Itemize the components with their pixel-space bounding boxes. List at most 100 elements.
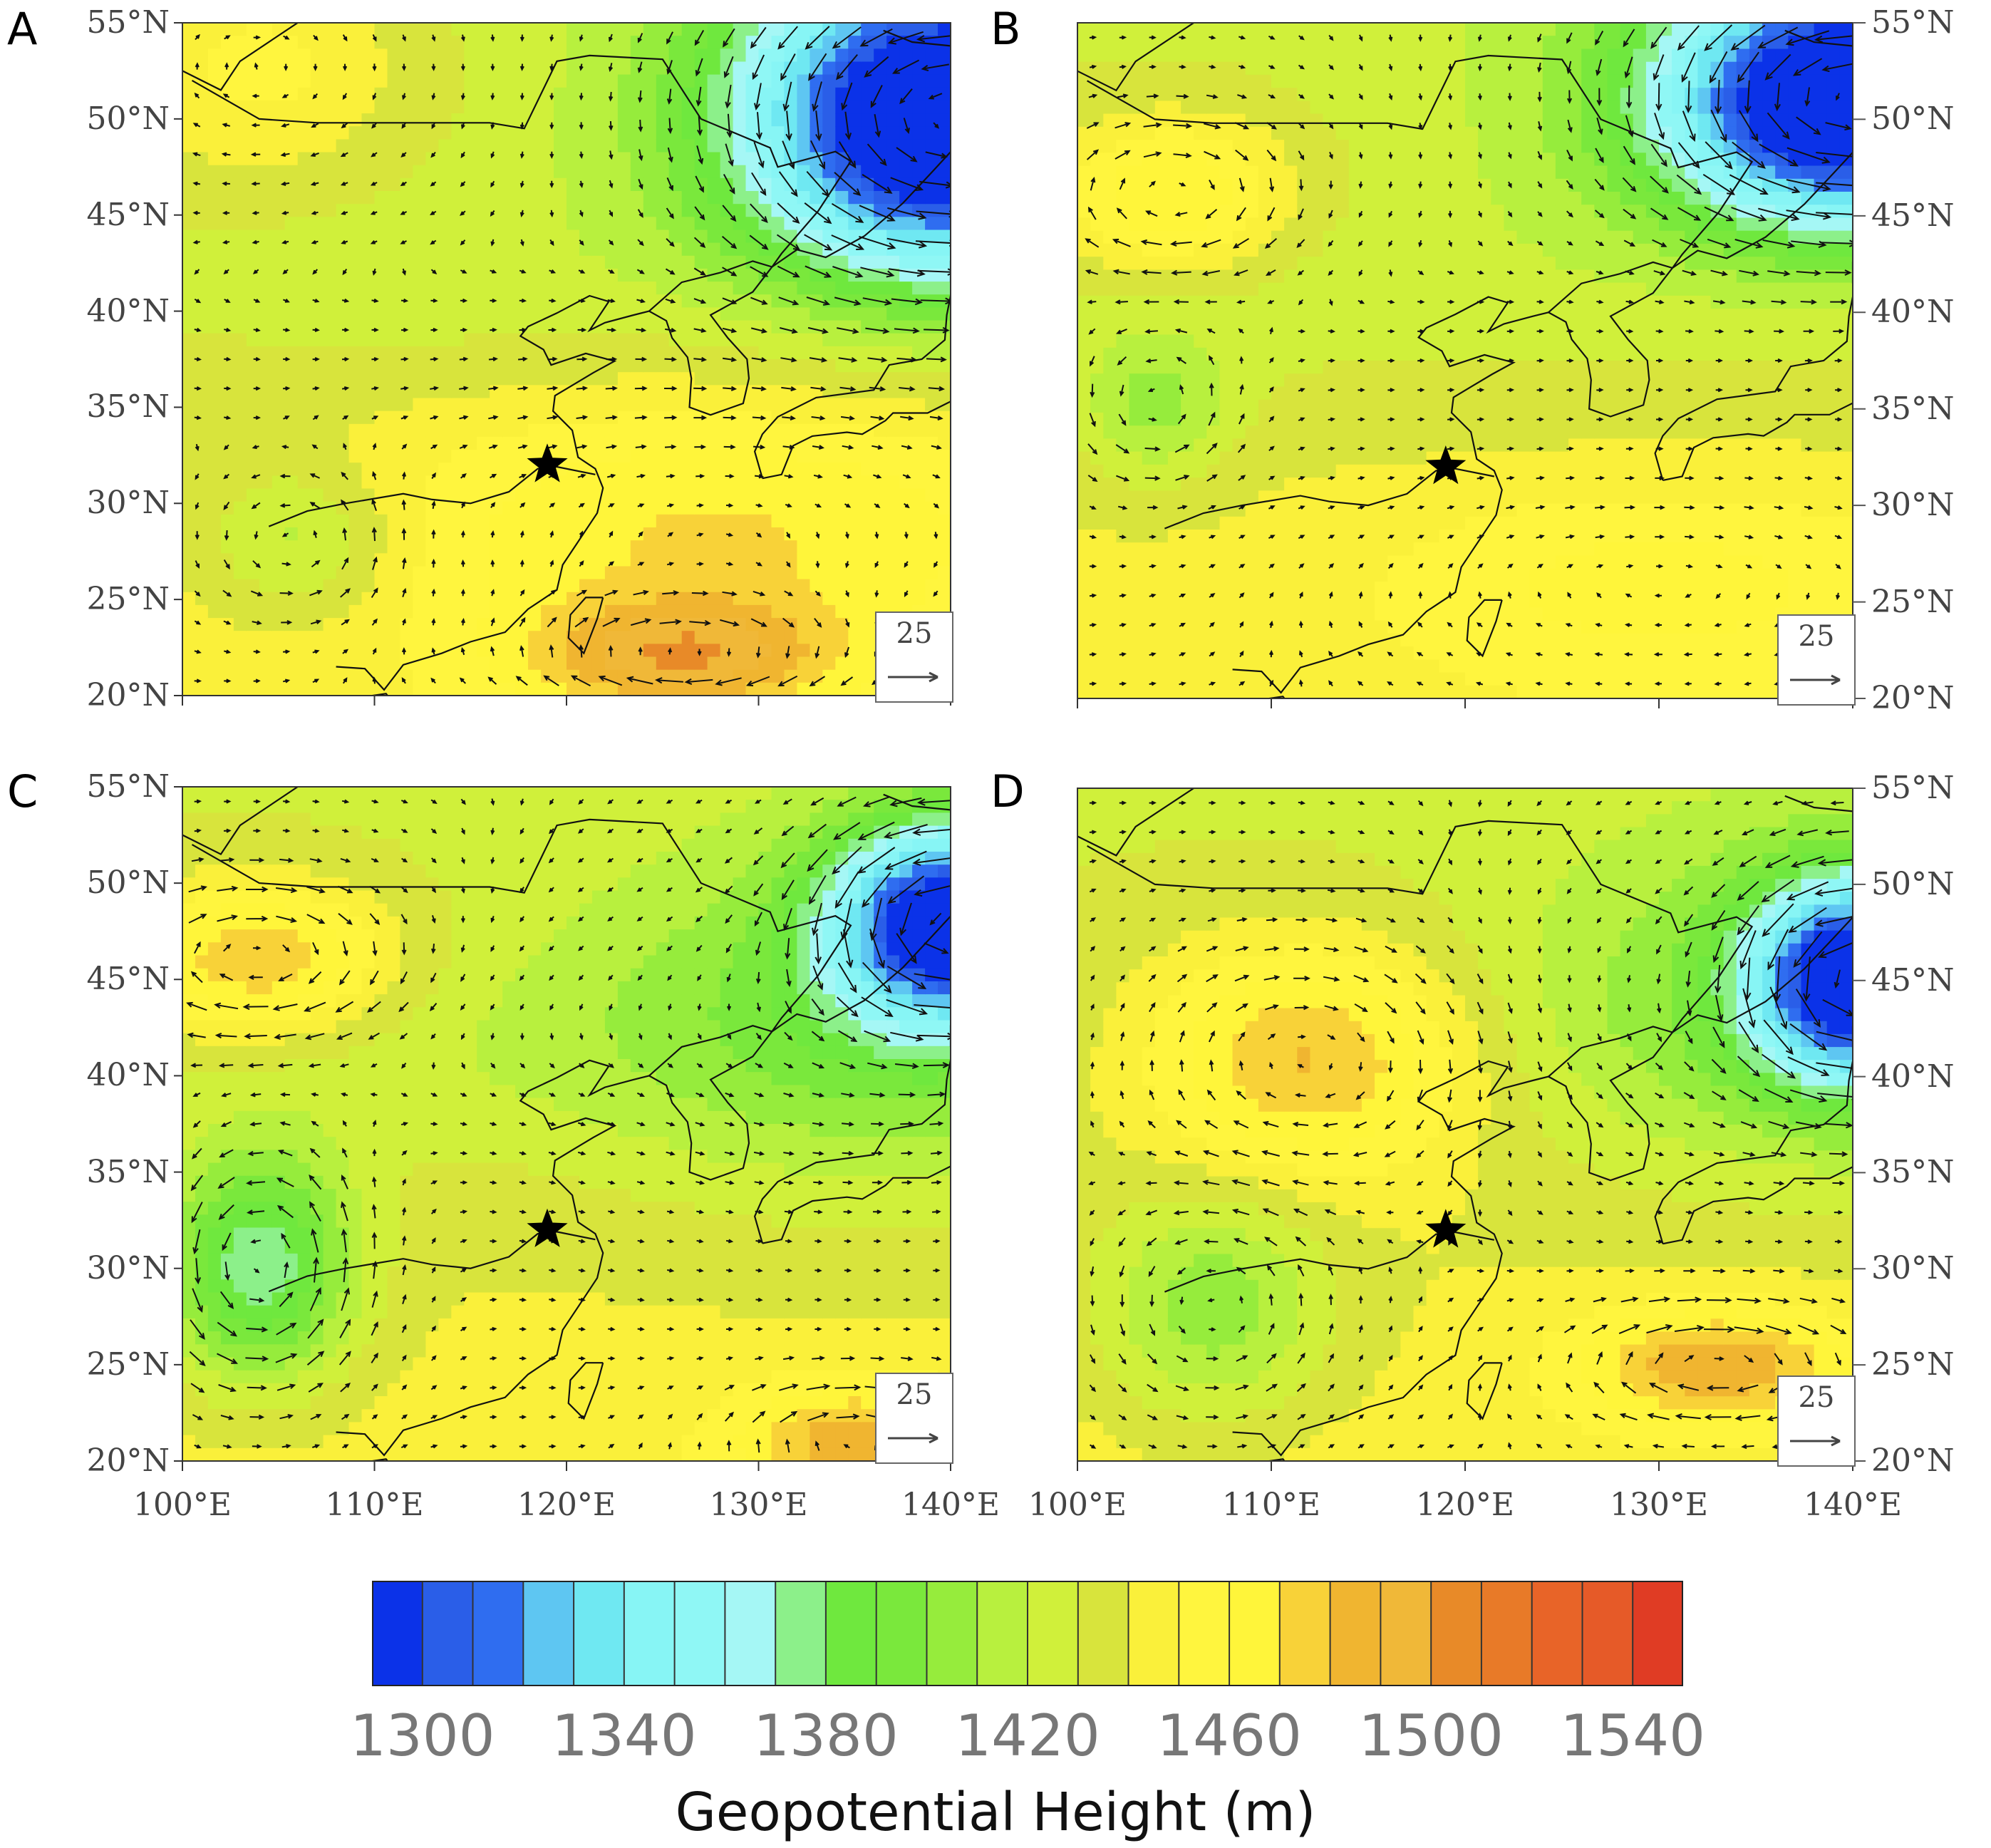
field-cell: [784, 36, 798, 50]
field-cell: [1348, 88, 1362, 102]
field-cell: [554, 152, 567, 166]
field-cell: [579, 579, 593, 593]
field-cell: [886, 488, 900, 502]
field-cell: [567, 682, 580, 696]
wind-arrow: [874, 561, 879, 568]
field-cell: [1348, 633, 1362, 647]
field-cell: [1348, 581, 1362, 595]
field-cell: [1323, 361, 1337, 374]
field-cell: [1284, 74, 1298, 88]
field-cell: [1077, 48, 1091, 63]
field-cell: [604, 217, 619, 231]
field-cell: [720, 604, 734, 619]
field-cell: [220, 242, 234, 257]
field-cell: [899, 113, 913, 128]
field-cell: [297, 398, 311, 412]
field-cell: [604, 631, 619, 645]
field-cell: [1271, 61, 1285, 76]
wind-arrow: [430, 327, 438, 332]
wind-arrow: [890, 177, 924, 191]
wind-arrow: [282, 327, 291, 332]
field-cell: [1116, 165, 1130, 180]
field-cell: [1194, 113, 1208, 128]
field-cell: [1116, 620, 1130, 634]
wind-arrow: [284, 63, 289, 71]
field-cell: [361, 592, 376, 606]
field-cell: [604, 268, 619, 282]
field-cell: [733, 514, 747, 528]
field-cell: [233, 618, 247, 632]
field-cell: [591, 682, 606, 696]
field-cell: [1348, 530, 1362, 543]
field-cell: [1284, 438, 1298, 453]
field-cell: [1154, 126, 1169, 140]
field-cell: [233, 553, 247, 567]
field-cell: [1348, 373, 1362, 388]
field-cell: [668, 450, 683, 464]
field-cell: [272, 320, 286, 334]
field-cell: [1154, 399, 1169, 413]
field-cell: [361, 74, 376, 88]
field-cell: [822, 450, 837, 464]
field-cell: [1323, 607, 1337, 621]
field-cell: [848, 87, 862, 101]
field-cell: [528, 282, 542, 296]
field-cell: [259, 177, 273, 192]
field-cell: [861, 139, 874, 153]
wind-arrow: [725, 474, 735, 479]
field-cell: [451, 372, 465, 386]
field-cell: [617, 61, 631, 76]
field-cell: [886, 527, 900, 541]
field-cell: [1323, 217, 1337, 232]
field-cell: [1181, 594, 1194, 609]
field-cell: [207, 656, 222, 671]
field-cell: [899, 566, 913, 580]
field-cell: [451, 385, 465, 399]
field-cell: [1181, 321, 1194, 336]
field-cell: [1245, 438, 1259, 453]
field-cell: [771, 566, 785, 580]
field-cell: [515, 36, 529, 50]
field-cell: [784, 527, 798, 541]
field-cell: [668, 372, 683, 386]
field-cell: [1194, 309, 1208, 323]
field-cell: [656, 359, 670, 373]
field-cell: [1258, 48, 1272, 63]
field-cell: [528, 436, 542, 450]
field-cell: [643, 282, 657, 296]
field-cell: [323, 204, 337, 218]
field-cell: [1090, 309, 1104, 323]
field-cell: [310, 514, 324, 528]
field-cell: [464, 436, 478, 450]
field-cell: [464, 268, 478, 282]
field-cell: [694, 579, 708, 593]
field-cell: [515, 488, 529, 502]
field-cell: [656, 139, 670, 153]
field-cell: [784, 540, 798, 554]
field-cell: [387, 139, 401, 153]
field-cell: [1323, 464, 1337, 478]
field-cell: [195, 100, 209, 114]
wind-arrow: [517, 415, 529, 420]
wind-arrow: [400, 356, 409, 362]
field-cell: [233, 398, 247, 412]
field-cell: [1090, 100, 1104, 115]
wind-arrow: [517, 444, 528, 449]
field-cell: [733, 165, 747, 179]
field-cell: [1284, 530, 1298, 543]
field-cell: [272, 139, 286, 153]
field-cell: [1323, 165, 1337, 180]
field-cell: [1232, 581, 1246, 595]
field-cell: [451, 527, 465, 541]
field-cell: [1129, 490, 1143, 505]
field-cell: [656, 87, 670, 101]
field-cell: [861, 61, 874, 76]
field-cell: [810, 553, 824, 567]
field-cell: [720, 579, 734, 593]
field-cell: [720, 177, 734, 192]
field-cell: [451, 359, 465, 373]
field-cell: [579, 398, 593, 412]
field-cell: [1129, 230, 1143, 244]
field-cell: [681, 242, 695, 257]
field-cell: [1167, 36, 1181, 50]
